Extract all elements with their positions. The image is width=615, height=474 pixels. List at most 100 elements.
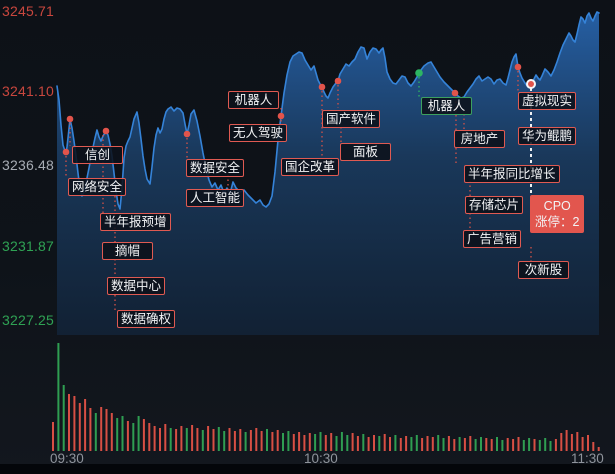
volume-bar bbox=[308, 433, 311, 451]
event-label-text: 次新股 bbox=[524, 263, 563, 277]
volume-bar bbox=[447, 436, 450, 451]
volume-bar bbox=[191, 425, 194, 451]
volume-bar bbox=[68, 394, 70, 451]
event-dot-red[interactable] bbox=[334, 77, 342, 85]
event-dot-red[interactable] bbox=[277, 112, 285, 120]
event-label[interactable]: 半年报预增 bbox=[100, 213, 171, 231]
volume-bar bbox=[490, 439, 493, 451]
event-label[interactable]: 半年报同比增长 bbox=[464, 165, 560, 183]
event-label[interactable]: 信创 bbox=[72, 146, 123, 164]
volume-bar bbox=[52, 422, 54, 451]
event-dots[interactable] bbox=[62, 63, 536, 156]
event-label[interactable]: 网络安全 bbox=[68, 178, 127, 196]
volume-bar bbox=[73, 396, 76, 451]
event-label-text: 面板 bbox=[352, 145, 378, 159]
volume-bar bbox=[249, 430, 252, 451]
volume-bar bbox=[126, 421, 129, 451]
volume-bar bbox=[100, 407, 103, 451]
event-label-text: 机器人 bbox=[427, 99, 466, 113]
volume-bar bbox=[110, 413, 113, 451]
volume-bar bbox=[597, 447, 600, 451]
event-dot-red[interactable] bbox=[102, 127, 110, 135]
volume-bar bbox=[84, 399, 87, 451]
volume-bar bbox=[501, 440, 504, 451]
event-label[interactable]: 数据确权 bbox=[117, 310, 176, 328]
volume-bar bbox=[506, 438, 509, 451]
event-dot-red[interactable] bbox=[451, 89, 459, 97]
event-label-text: 人工智能 bbox=[190, 191, 241, 205]
volume-bar bbox=[121, 416, 124, 451]
volume-bar bbox=[276, 430, 279, 451]
event-dot-red[interactable] bbox=[318, 83, 326, 91]
volume-bar bbox=[207, 426, 210, 451]
event-label[interactable]: 虚拟现实 bbox=[518, 92, 577, 110]
event-label-text: 广告营销 bbox=[467, 232, 518, 246]
event-label[interactable]: 无人驾驶 bbox=[229, 124, 288, 142]
volume-bar bbox=[142, 419, 145, 451]
volume-bar bbox=[303, 435, 306, 451]
volume-bar bbox=[346, 435, 349, 451]
volume-bar bbox=[292, 434, 295, 451]
event-label[interactable]: 国产软件 bbox=[322, 110, 381, 128]
volume-bar bbox=[587, 435, 589, 451]
event-dot-highlight[interactable] bbox=[528, 81, 534, 87]
event-label[interactable]: 数据中心 bbox=[107, 277, 166, 295]
volume-bars bbox=[52, 343, 600, 451]
volume-bar bbox=[469, 436, 472, 451]
event-label[interactable]: 存储芯片 bbox=[465, 196, 524, 214]
volume-bar bbox=[356, 436, 359, 451]
volume-bar bbox=[228, 428, 231, 451]
event-label[interactable]: 机器人 bbox=[228, 91, 279, 109]
event-label-text: 摘帽 bbox=[114, 244, 140, 258]
event-label[interactable]: 房地产 bbox=[454, 130, 505, 148]
event-label[interactable]: 机器人 bbox=[421, 97, 472, 115]
event-dot-red[interactable] bbox=[514, 63, 522, 71]
y-axis-label-low: 3227.25 bbox=[2, 312, 55, 328]
event-label[interactable]: 面板 bbox=[340, 143, 391, 161]
event-label-text: 存储芯片 bbox=[469, 198, 520, 212]
volume-bar bbox=[458, 437, 461, 451]
event-label-text: 网络安全 bbox=[72, 180, 123, 194]
volume-bar bbox=[512, 439, 515, 451]
volume-bar bbox=[94, 413, 97, 451]
event-dot-red[interactable] bbox=[66, 115, 74, 123]
event-dot-green[interactable] bbox=[415, 69, 423, 77]
volume-bar bbox=[233, 431, 236, 451]
volume-bar bbox=[474, 439, 477, 451]
volume-bar bbox=[62, 385, 65, 451]
event-label[interactable]: 国企改革 bbox=[281, 158, 340, 176]
volume-bar bbox=[399, 438, 402, 451]
event-dot-red[interactable] bbox=[183, 130, 191, 138]
event-label[interactable]: 摘帽 bbox=[102, 242, 153, 260]
volume-bar bbox=[255, 428, 258, 451]
event-label[interactable]: 广告营销 bbox=[463, 230, 522, 248]
volume-bar bbox=[485, 438, 488, 451]
volume-bar bbox=[496, 437, 498, 451]
volume-bar bbox=[517, 437, 520, 451]
y-axis-label-prev-close: 3236.48 bbox=[2, 157, 55, 173]
event-label-text: 房地产 bbox=[460, 132, 499, 146]
event-label[interactable]: 人工智能 bbox=[186, 189, 245, 207]
volume-bar bbox=[565, 430, 568, 451]
event-label[interactable]: 次新股 bbox=[518, 261, 569, 279]
volume-bar bbox=[437, 435, 440, 451]
volume-bar bbox=[533, 439, 536, 451]
volume-bar bbox=[538, 440, 541, 451]
volume-bar bbox=[153, 426, 156, 451]
y-axis-label-down: 3231.87 bbox=[2, 238, 55, 254]
event-label[interactable]: CPO 涨停：2 bbox=[530, 195, 585, 233]
volume-bar bbox=[271, 432, 274, 451]
volume-bar bbox=[576, 432, 579, 451]
volume-bar bbox=[340, 432, 343, 451]
event-dot-red[interactable] bbox=[62, 148, 70, 156]
volume-bar bbox=[196, 428, 199, 451]
volume-bar bbox=[394, 435, 397, 451]
time-label-1030: 10:30 bbox=[304, 451, 338, 466]
volume-bar bbox=[431, 437, 434, 451]
event-label[interactable]: 华为鲲鹏 bbox=[518, 127, 577, 145]
volume-bar bbox=[442, 438, 445, 451]
volume-bar bbox=[522, 440, 525, 451]
event-label[interactable]: 数据安全 bbox=[186, 159, 245, 177]
